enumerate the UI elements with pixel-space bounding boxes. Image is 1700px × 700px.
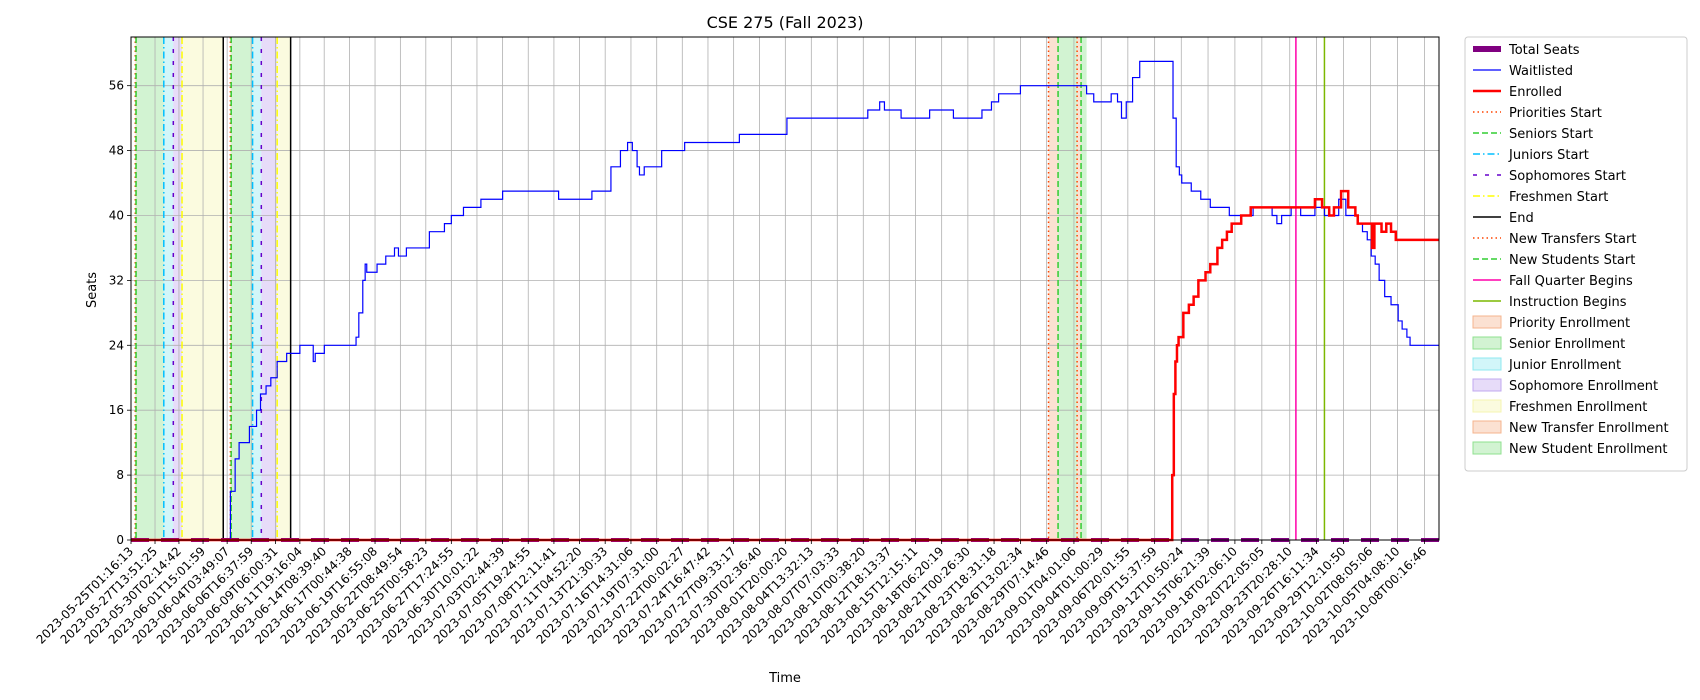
series-enrolled	[131, 189, 1439, 542]
legend-label-11: Fall Quarter Begins	[1509, 274, 1633, 289]
y-tick-label-6: 48	[109, 144, 124, 158]
y-axis-label: Seats	[85, 272, 100, 308]
legend-label-1: Waitlisted	[1509, 64, 1573, 79]
legend-label-7: Freshmen Start	[1509, 190, 1608, 205]
legend-label-16: Sophomore Enrollment	[1509, 379, 1658, 394]
enrollment-spans	[135, 37, 1087, 540]
span-0-1	[230, 37, 232, 540]
span-6-1	[1081, 37, 1087, 540]
y-ticks: 0 8 16 24 32 40 48 56	[109, 79, 131, 547]
y-tick-label-1: 8	[116, 468, 124, 482]
y-tick-label-2: 16	[109, 403, 124, 417]
span-5-1	[1077, 37, 1082, 540]
span-2-0	[163, 37, 174, 540]
legend-label-18: New Transfer Enrollment	[1509, 421, 1669, 436]
span-6-0	[1058, 37, 1078, 540]
legend-swatch-16	[1472, 378, 1502, 392]
legend-label-10: New Students Start	[1509, 253, 1635, 268]
legend-frame	[1464, 36, 1688, 472]
span-2-1	[252, 37, 262, 540]
legend-swatch-14	[1472, 336, 1502, 350]
y-tick-label-4: 32	[109, 273, 124, 287]
y-tick-label-0: 0	[116, 533, 124, 547]
legend-label-4: Seniors Start	[1509, 127, 1593, 142]
legend-label-8: End	[1509, 211, 1534, 226]
legend-swatch-18	[1472, 420, 1502, 434]
legend-label-6: Sophomores Start	[1509, 169, 1626, 184]
legend-label-0: Total Seats	[1508, 43, 1580, 58]
x-ticks: 2023-05-25T01:16:132023-05-27T13:51:2520…	[34, 540, 1430, 647]
legend-label-2: Enrolled	[1509, 85, 1562, 100]
y-tick-label-5: 40	[109, 208, 124, 222]
series-waitlisted	[131, 60, 1439, 541]
legend-label-14: Senior Enrollment	[1509, 337, 1625, 352]
legend-label-13: Priority Enrollment	[1509, 316, 1630, 331]
legend: Total Seats Waitlisted Enrolled Priorities …	[1464, 36, 1688, 472]
legend-swatch-19	[1472, 441, 1502, 455]
legend-swatch-13	[1472, 315, 1502, 329]
event-lines	[134, 37, 1326, 540]
legend-label-17: Freshmen Enrollment	[1509, 400, 1647, 415]
legend-swatch-15	[1472, 357, 1502, 371]
span-4-0	[182, 37, 224, 540]
chart-title: CSE 275 (Fall 2023)	[707, 13, 864, 32]
legend-label-19: New Student Enrollment	[1509, 442, 1667, 457]
legend-label-3: Priorities Start	[1509, 106, 1602, 121]
legend-label-5: Juniors Start	[1508, 148, 1589, 163]
span-0-0	[135, 37, 137, 540]
span-1-1	[231, 37, 253, 540]
legend-swatch-17	[1472, 399, 1502, 413]
span-1-0	[136, 37, 164, 540]
y-tick-label-3: 24	[109, 338, 124, 352]
y-tick-label-7: 56	[109, 79, 124, 93]
span-4-1	[277, 37, 291, 540]
legend-label-15: Junior Enrollment	[1508, 358, 1621, 373]
legend-label-9: New Transfers Start	[1509, 232, 1636, 247]
span-5-0	[1048, 37, 1059, 540]
span-3-1	[261, 37, 278, 540]
x-axis-label: Time	[768, 671, 801, 686]
legend-label-12: Instruction Begins	[1509, 295, 1627, 310]
grid	[130, 37, 1439, 541]
span-3-0	[173, 37, 183, 540]
